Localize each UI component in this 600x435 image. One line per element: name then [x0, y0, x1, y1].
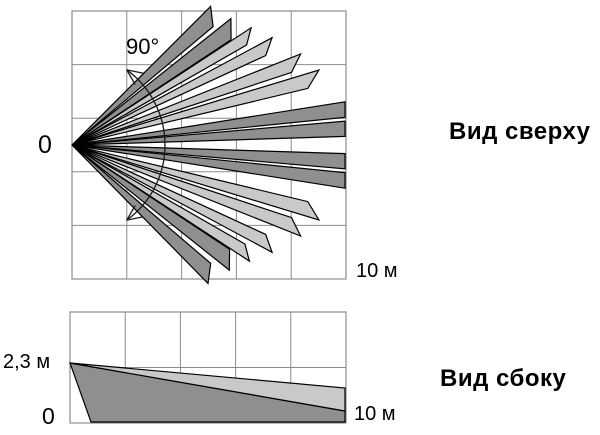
- angle-arc-arrowhead: [126, 205, 136, 221]
- side-beam-light: [69, 362, 346, 412]
- top-view-range-label: 10 м: [356, 260, 398, 282]
- detection-beam-dark: [71, 120, 346, 146]
- detection-beam-dark: [71, 5, 214, 146]
- top-view-origin-label: 0: [38, 131, 52, 159]
- detection-beam-light: [71, 36, 274, 146]
- side-view-range-label: 10 м: [354, 403, 396, 425]
- angle-arc-arrowhead: [126, 216, 144, 221]
- detection-beam-light: [71, 68, 321, 146]
- side-view-floor-label: 0: [42, 403, 55, 429]
- angle-arc-arrowhead: [126, 69, 144, 74]
- side-view-title: Вид сбоку: [440, 365, 567, 392]
- detection-beam-light: [71, 52, 302, 146]
- top-view-title: Вид сверху: [449, 118, 591, 145]
- side-view-height-label: 2,3 м: [3, 351, 51, 373]
- detection-beam-light: [71, 144, 321, 222]
- side-view-beams: [69, 362, 346, 423]
- detection-beam-dark: [71, 144, 346, 189]
- detection-beam-light: [71, 26, 253, 146]
- angle-arc: [126, 69, 166, 221]
- detection-beam-dark: [71, 101, 346, 146]
- grid-border: [69, 311, 347, 424]
- detection-beam-dark: [71, 144, 212, 285]
- angle-label: 90°: [126, 34, 160, 59]
- detection-beam-light: [71, 144, 274, 254]
- detection-beam-dark: [71, 144, 346, 170]
- top-view-beams: [71, 5, 346, 285]
- angle-arc-curve: [126, 69, 166, 221]
- detection-beam-dark: [71, 144, 231, 272]
- detection-beam-light: [71, 144, 302, 238]
- angle-arc-arrowhead: [126, 69, 136, 85]
